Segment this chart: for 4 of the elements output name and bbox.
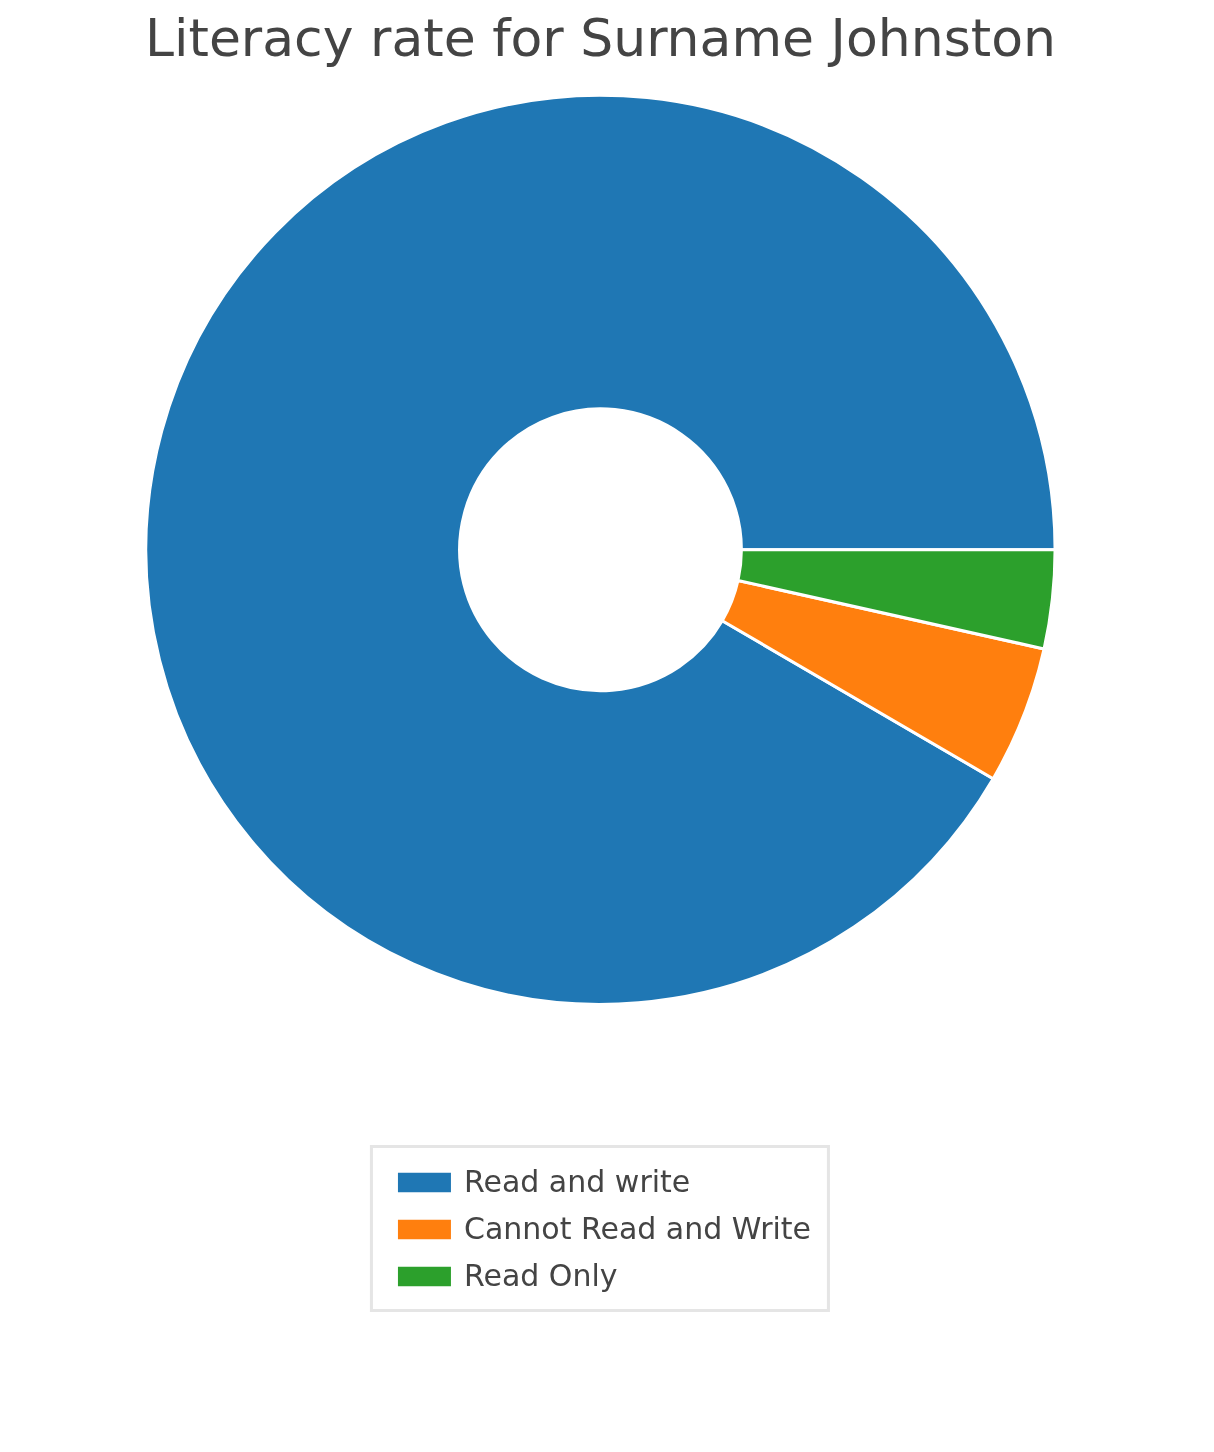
chart-title: Literacy rate for Surname Johnston [145,7,1056,68]
legend-label: Cannot Read and Write [463,1211,812,1246]
legend-label: Read Only [463,1258,618,1293]
legend-label: Read and write [463,1164,691,1199]
